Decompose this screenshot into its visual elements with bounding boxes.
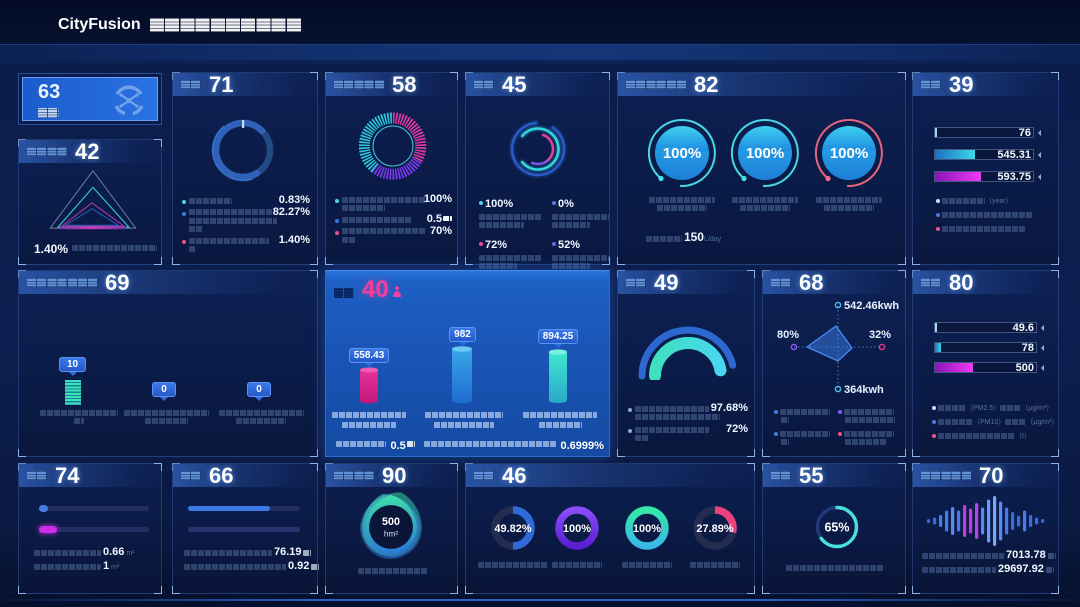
svg-text:hm²: hm² — [384, 530, 398, 539]
svg-text:80%: 80% — [777, 329, 799, 341]
svg-text:65%: 65% — [824, 521, 849, 535]
svg-text:27.89%: 27.89% — [696, 523, 734, 535]
svg-text:32%: 32% — [869, 329, 891, 341]
svg-text:364kwh: 364kwh — [844, 384, 884, 396]
svg-text:500: 500 — [382, 516, 400, 528]
svg-text:542.46kwh: 542.46kwh — [844, 300, 899, 312]
svg-text:100%: 100% — [563, 523, 591, 535]
svg-text:100%: 100% — [633, 523, 661, 535]
svg-text:100%: 100% — [663, 145, 701, 162]
svg-text:49.82%: 49.82% — [494, 523, 532, 535]
svg-text:100%: 100% — [830, 145, 868, 162]
